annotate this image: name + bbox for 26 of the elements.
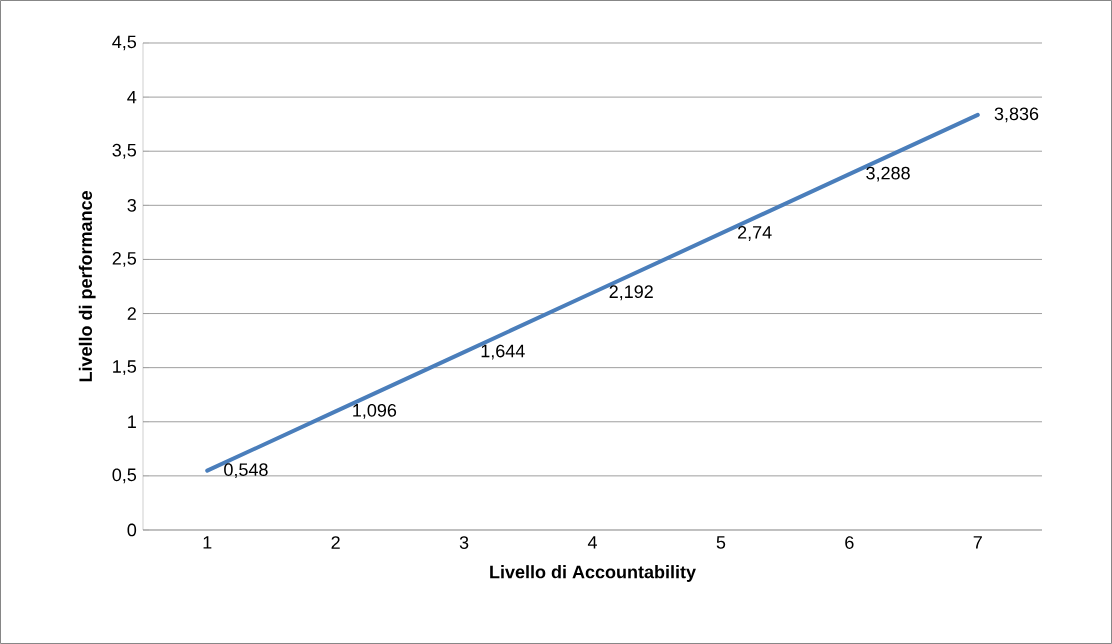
x-tick-label: 7 [973, 536, 982, 549]
y-tick-label: 4 [127, 90, 137, 104]
y-tick-label: 1,5 [113, 360, 137, 375]
data-label: 2,74 [738, 226, 772, 241]
x-tick-label: 5 [716, 536, 726, 549]
data-label: 1,096 [353, 403, 397, 419]
x-axis-title: Livello di Accountability [490, 565, 696, 582]
y-tick-label: 1 [128, 415, 136, 428]
data-label: 0,548 [224, 463, 268, 479]
data-label: 3,288 [866, 166, 910, 182]
y-tick-label: 3,5 [112, 143, 137, 159]
data-label: 3,836 [994, 107, 1039, 123]
data-label: 1,644 [481, 344, 525, 360]
y-tick-label: 4,5 [112, 35, 137, 51]
y-tick-label: 2 [127, 307, 136, 320]
x-tick-label: 3 [459, 536, 469, 549]
y-tick-label: 3 [127, 198, 137, 212]
y-tick-label: 0,5 [112, 468, 137, 484]
data-label: 2,192 [609, 285, 653, 301]
y-axis-title: Livello di performance [78, 191, 96, 382]
x-tick-label: 1 [203, 536, 212, 549]
x-tick-label: 6 [845, 536, 854, 549]
y-tick-label: 0 [127, 523, 137, 537]
x-tick-label: 2 [331, 536, 340, 549]
y-tick-label: 2,5 [112, 251, 137, 267]
x-tick-label: 4 [587, 536, 597, 549]
